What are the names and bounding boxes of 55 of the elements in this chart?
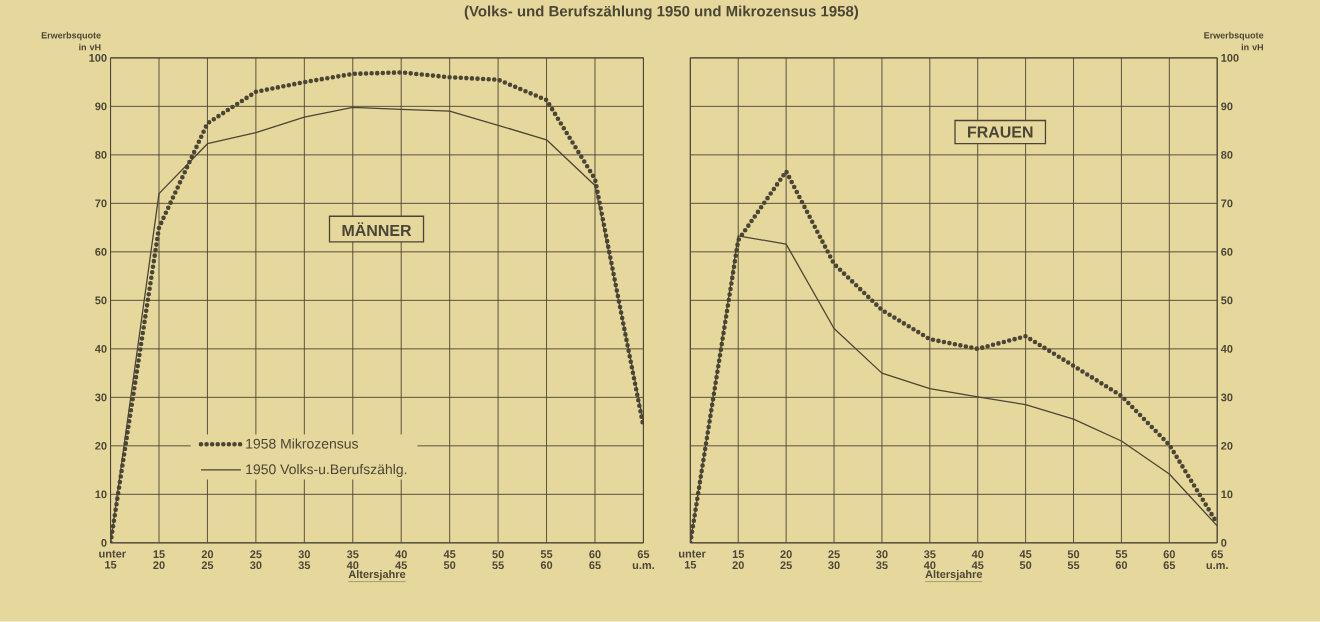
y-tick-label: 90 <box>1221 102 1233 111</box>
legend-label: 1958 Mikrozensus <box>246 438 358 449</box>
x-tick-label: 45 50 <box>443 550 456 570</box>
x-tick-label: 30 35 <box>298 550 311 570</box>
y-tick-label: 20 <box>1221 442 1233 450</box>
legend-label: 1950 Volks-u.Berufszählg. <box>246 464 407 478</box>
text: FRAUEN <box>968 126 1033 138</box>
y-tick-label: 70 <box>1221 199 1233 208</box>
x-tick-label: 50 55 <box>492 550 504 570</box>
text: MÄNNER <box>342 222 412 237</box>
chart-subtitle: (Volks- und Berufszählung 1950 und Mikrozensus 1958) <box>464 5 859 20</box>
y-tick-label: 0 <box>1221 539 1227 547</box>
y-tick-label: 50 <box>1221 296 1233 305</box>
y-tick-label: 10 <box>95 490 107 499</box>
x-tick-label: 30 35 <box>876 550 888 570</box>
y-tick-label: 30 <box>95 393 107 402</box>
y-tick-label: 30 <box>1220 393 1233 402</box>
x-tick-label: 45 50 <box>1019 550 1032 570</box>
y-tick-label: 10 <box>1221 490 1233 499</box>
y-tick-label: 20 <box>95 442 107 450</box>
x-tick-label: 55 60 <box>1115 550 1128 570</box>
x-tick-label: 60 65 <box>589 550 601 570</box>
y-tick-label: 70 <box>95 199 107 208</box>
x-tick-label: 55 60 <box>540 550 553 570</box>
x-tick-label: 35 40 <box>346 550 359 570</box>
x-axis-title: Altersjahre <box>348 570 406 581</box>
x-tick-label: 65 u.m. <box>632 550 654 570</box>
y-tick-label: 40 <box>1220 345 1233 353</box>
x-tick-label: 15 20 <box>732 550 745 570</box>
y-axis-title: Erwerbsquote in vH <box>41 32 101 51</box>
x-axis-title: Altersjahre <box>925 570 983 581</box>
y-tick-label: 100 <box>89 54 107 62</box>
y-tick-label: 0 <box>101 539 107 547</box>
x-tick-label: 15 20 <box>153 550 165 570</box>
x-tick-label: unter 15 <box>679 550 706 569</box>
x-tick-label: 20 25 <box>780 550 792 570</box>
x-tick-label: 65 u.m. <box>1206 550 1228 570</box>
y-tick-label: 60 <box>95 248 107 256</box>
x-tick-label: 20 25 <box>201 550 214 570</box>
y-tick-label: 80 <box>1221 151 1233 159</box>
x-tick-label: 40 45 <box>395 550 407 570</box>
x-tick-label: unter 15 <box>99 550 126 569</box>
y-tick-label: 60 <box>1221 248 1233 256</box>
x-tick-label: 25 30 <box>828 550 840 570</box>
x-tick-label: 35 40 <box>923 550 936 570</box>
x-tick-label: 25 30 <box>250 550 262 570</box>
y-tick-label: 50 <box>95 296 107 305</box>
y-tick-label: 80 <box>95 151 107 159</box>
y-tick-label: 40 <box>95 345 107 353</box>
x-tick-label: 50 55 <box>1067 550 1080 570</box>
y-tick-label: 90 <box>95 102 107 111</box>
x-tick-label: 40 45 <box>971 550 984 570</box>
y-axis-title: Erwerbsquote in vH <box>1204 32 1264 51</box>
y-tick-label: 100 <box>1221 54 1239 62</box>
x-tick-label: 60 65 <box>1163 550 1176 570</box>
